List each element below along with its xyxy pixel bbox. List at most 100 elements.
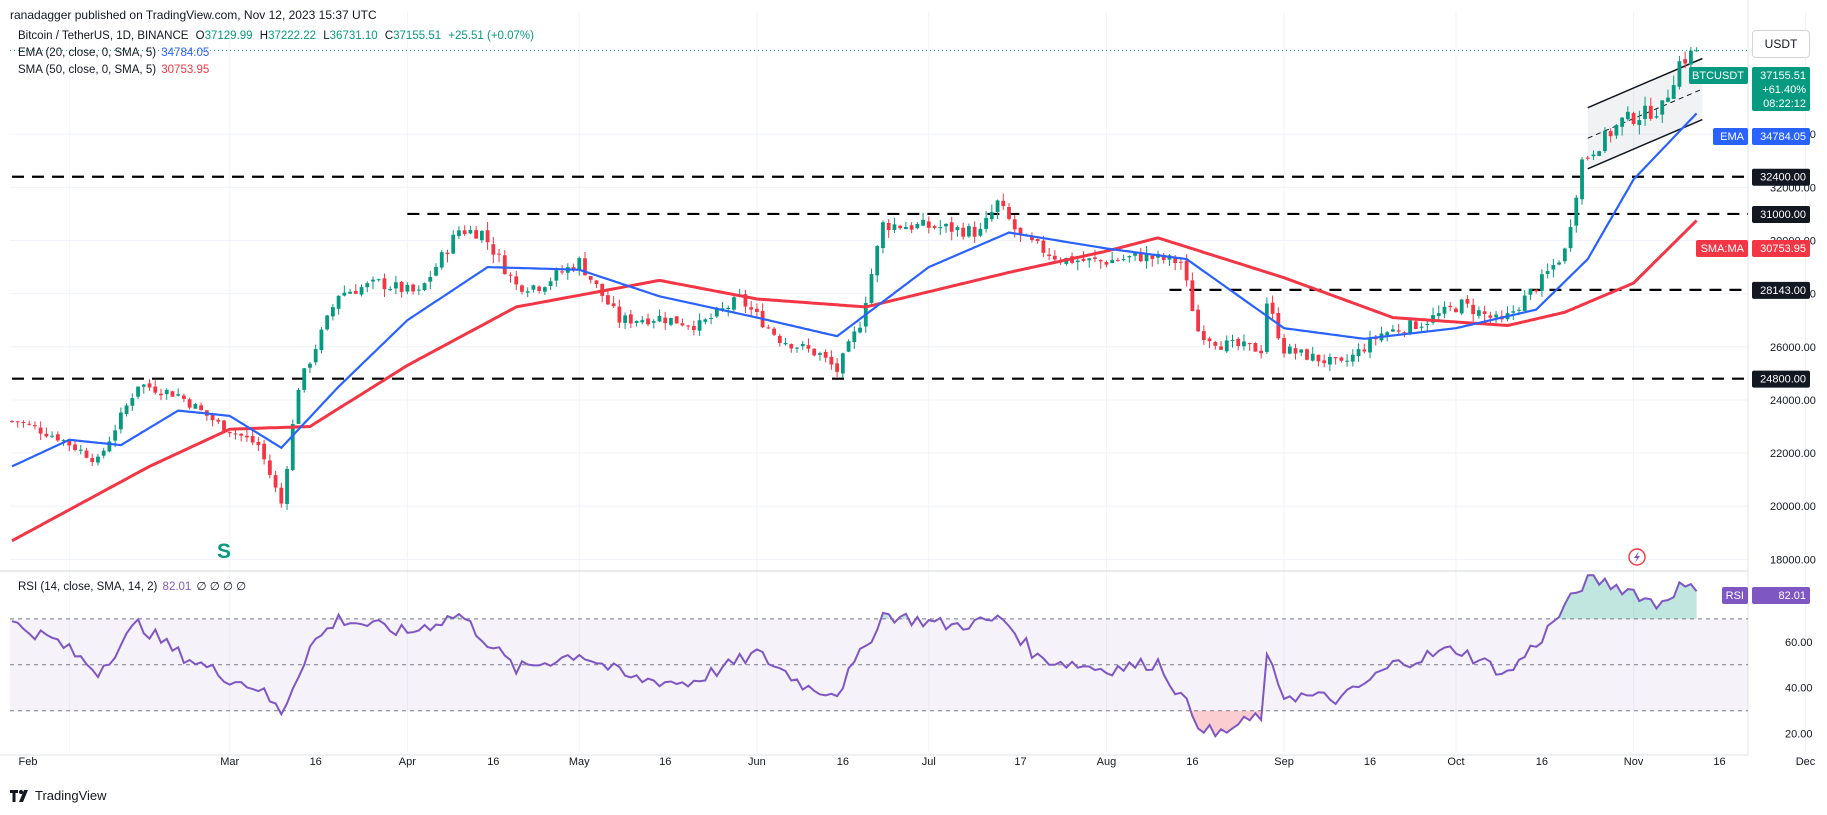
candle-body	[61, 440, 66, 442]
candle-body	[319, 329, 324, 351]
candle-body	[1253, 343, 1258, 352]
candle-body	[583, 258, 587, 276]
grid	[0, 0, 1806, 756]
sma-label-tag-text: SMA:MA	[1701, 243, 1745, 255]
rsi-tick-label: 40.00	[1785, 683, 1813, 695]
candle-body	[1098, 260, 1103, 262]
candle-body	[1041, 240, 1046, 253]
candle-body	[955, 227, 960, 231]
candle-body	[1293, 348, 1298, 354]
time-tick-label: Dec	[1796, 756, 1816, 768]
candle-body	[1299, 349, 1304, 353]
candle-body	[1431, 315, 1435, 323]
candle-body	[113, 430, 118, 441]
candle-body	[514, 276, 519, 285]
candle-body	[669, 317, 673, 325]
sma-value: 30753.95	[161, 64, 210, 76]
candle-body	[1368, 337, 1372, 353]
horizontal-levels	[12, 175, 1748, 380]
candle-body	[554, 270, 559, 281]
rsi-legend[interactable]: RSI (14, close, SMA, 14, 2) 82.01 ∅ ∅ ∅ …	[18, 579, 246, 593]
candle-body	[1264, 303, 1269, 352]
ema-legend[interactable]: EMA (20, close, 0, SMA, 5) 34784.05	[18, 47, 209, 59]
candle-body	[96, 456, 100, 463]
candle-body	[611, 303, 616, 307]
candle-body	[938, 227, 943, 229]
last-price-tag-text: 37155.51	[1760, 70, 1806, 82]
candle-body	[210, 415, 215, 421]
candle-body	[1224, 340, 1229, 352]
time-tick-label: 16	[837, 756, 849, 768]
ema-value-tag-bg	[1752, 128, 1810, 145]
currency-button[interactable]: USDT	[1752, 30, 1810, 58]
candle-body	[800, 343, 805, 347]
candle-body	[1345, 360, 1349, 362]
candle-body	[903, 227, 908, 230]
candle-body	[342, 292, 347, 296]
candle-body	[1465, 299, 1470, 304]
candle-body	[462, 230, 467, 235]
candle-body	[1362, 349, 1367, 352]
tradingview-logo-icon	[10, 789, 30, 802]
candle-body	[886, 222, 891, 231]
candle-body	[709, 317, 713, 319]
candle-body	[1568, 226, 1573, 249]
candle-body	[869, 274, 874, 303]
candle-body	[1190, 280, 1195, 312]
rsi-label-tag-bg	[1722, 587, 1748, 604]
candle-body	[1047, 254, 1052, 256]
candle-body	[1305, 349, 1309, 360]
rsi-extra: ∅ ∅ ∅ ∅	[196, 581, 247, 593]
rsi-label-tag-text: RSI	[1726, 590, 1744, 602]
candle-body	[1087, 258, 1092, 261]
candle-body	[1007, 207, 1011, 219]
candle-body	[279, 487, 284, 504]
lightning-icon	[1628, 548, 1646, 566]
candle-body	[657, 315, 662, 322]
candle-body	[1534, 289, 1539, 292]
candle-body	[1322, 360, 1327, 364]
candles	[10, 46, 1699, 511]
candle-body	[909, 225, 914, 230]
candle-body	[371, 279, 375, 282]
candle-body	[726, 307, 731, 310]
candle-body	[1620, 117, 1625, 127]
candle-body	[468, 230, 473, 234]
candle-body	[245, 435, 249, 438]
candle-body	[1081, 258, 1086, 261]
candle-body	[1213, 342, 1218, 346]
tradingview-logo[interactable]: TradingView	[10, 788, 107, 803]
time-tick-label: 16	[1536, 756, 1548, 768]
candle-body	[388, 288, 393, 290]
candle-body	[588, 276, 593, 280]
time-tick-label: Apr	[399, 756, 416, 768]
candle-body	[422, 283, 427, 290]
candle-body	[1339, 357, 1344, 361]
candle-body	[732, 297, 736, 310]
candle-body	[1408, 320, 1413, 334]
candle-body	[141, 384, 146, 387]
candle-body	[1654, 116, 1659, 118]
time-tick-label: Jun	[748, 756, 766, 768]
level-tag-text: 28143.00	[1760, 285, 1806, 297]
candle-body	[50, 435, 55, 437]
low-value: 36731.10	[329, 30, 378, 42]
change-value: +25.51 (+0.07%)	[448, 30, 534, 42]
candle-body	[296, 389, 301, 424]
candle-body	[290, 423, 295, 470]
candle-body	[399, 281, 404, 292]
level-tag-bg	[1752, 370, 1810, 388]
candle-body	[479, 230, 484, 241]
candle-body	[926, 221, 931, 228]
rsi-oversold-fill	[1192, 710, 1262, 737]
candle-body	[1425, 323, 1430, 326]
sma-legend[interactable]: SMA (50, close, 0, SMA, 5) 30753.95	[18, 64, 209, 76]
candle-body	[1666, 97, 1670, 102]
rsi-value: 82.01	[162, 581, 192, 593]
candle-body	[336, 295, 341, 309]
candle-body	[73, 444, 77, 450]
candle-body	[1207, 338, 1212, 342]
candle-body	[1219, 346, 1223, 350]
symbol-tag-bg	[1689, 67, 1748, 84]
